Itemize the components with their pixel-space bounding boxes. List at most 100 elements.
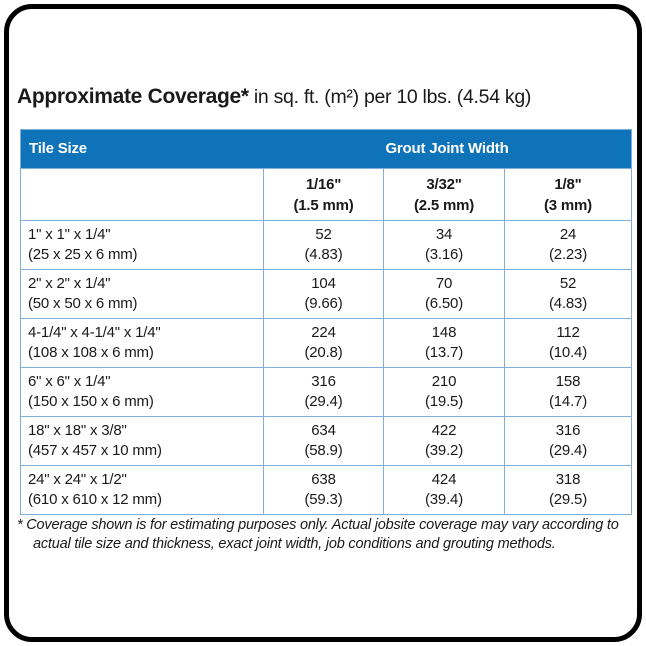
coverage-sqft: 148 <box>431 324 457 341</box>
coverage-sqm: (4.83) <box>304 246 343 263</box>
coverage-sqft: 158 <box>555 373 581 390</box>
tile-size: 18" x 18" x 3/8" <box>28 422 127 439</box>
coverage-cell: 422 (39.2) <box>383 417 504 465</box>
tile-size: 2" x 2" x 1/4" <box>28 275 111 292</box>
tile-size-cell: 1" x 1" x 1/4" (25 x 25 x 6 mm) <box>21 221 263 269</box>
coverage-sqm: (13.7) <box>425 344 463 361</box>
coverage-table: Tile Size Grout Joint Width 1/16" (1.5 m… <box>20 129 632 515</box>
coverage-sqm: (10.4) <box>549 344 587 361</box>
header-tile-size: Tile Size <box>21 130 263 168</box>
joint-width-label: 1/8" <box>554 175 582 193</box>
coverage-sqm: (20.8) <box>304 344 343 361</box>
coverage-sqm: (2.23) <box>549 246 587 263</box>
coverage-cell: 104 (9.66) <box>263 270 383 318</box>
coverage-cell: 24 (2.23) <box>504 221 631 269</box>
card-border <box>4 4 642 642</box>
tile-size-metric: (150 x 150 x 6 mm) <box>28 393 154 410</box>
table-row: 24" x 24" x 1/2" (610 x 610 x 12 mm) 638… <box>21 465 631 514</box>
coverage-sqm: (6.50) <box>425 295 463 312</box>
tile-size-metric: (610 x 610 x 12 mm) <box>28 491 162 508</box>
coverage-cell: 224 (20.8) <box>263 319 383 367</box>
tile-size-metric: (50 x 50 x 6 mm) <box>28 295 138 312</box>
coverage-sqft: 34 <box>435 226 453 243</box>
joint-width-metric: (3 mm) <box>544 196 592 214</box>
tile-size: 6" x 6" x 1/4" <box>28 373 111 390</box>
table-row: 2" x 2" x 1/4" (50 x 50 x 6 mm) 104 (9.6… <box>21 269 631 318</box>
coverage-sqm: (39.4) <box>425 491 463 508</box>
column-header-1-8: 1/8" (3 mm) <box>504 169 631 220</box>
coverage-sqm: (29.4) <box>304 393 343 410</box>
tile-size-metric: (25 x 25 x 6 mm) <box>28 246 138 263</box>
coverage-sqft: 422 <box>431 422 457 439</box>
column-header-3-32: 3/32" (2.5 mm) <box>383 169 504 220</box>
joint-width-metric: (1.5 mm) <box>293 196 354 214</box>
footnote: * Coverage shown is for estimating purpo… <box>17 517 619 552</box>
coverage-sqm: (9.66) <box>304 295 343 312</box>
coverage-cell: 634 (58.9) <box>263 417 383 465</box>
tile-size-cell: 18" x 18" x 3/8" (457 x 457 x 10 mm) <box>21 417 263 465</box>
subheader-empty-cell <box>21 169 263 220</box>
header-tile-size-label: Tile Size <box>29 140 87 157</box>
coverage-sqft: 224 <box>311 324 336 341</box>
table-subheader-row: 1/16" (1.5 mm) 3/32" (2.5 mm) 1/8" (3 mm… <box>21 168 631 220</box>
coverage-cell: 34 (3.16) <box>383 221 504 269</box>
coverage-cell: 70 (6.50) <box>383 270 504 318</box>
coverage-sqft: 104 <box>311 275 336 292</box>
title-units: in sq. ft. (m²) per 10 lbs. (4.54 kg) <box>248 86 532 108</box>
coverage-cell: 316 (29.4) <box>504 417 631 465</box>
table-row: 4-1/4" x 4-1/4" x 1/4" (108 x 108 x 6 mm… <box>21 318 631 367</box>
coverage-cell: 52 (4.83) <box>504 270 631 318</box>
coverage-sqft: 52 <box>559 275 577 292</box>
table-row: 18" x 18" x 3/8" (457 x 457 x 10 mm) 634… <box>21 416 631 465</box>
title-bold: Approximate Coverage* <box>17 85 249 108</box>
tile-size-cell: 24" x 24" x 1/2" (610 x 610 x 12 mm) <box>21 466 263 514</box>
header-grout-joint-width: Grout Joint Width <box>263 130 631 168</box>
tile-size-metric: (457 x 457 x 10 mm) <box>28 442 162 459</box>
table-row: 1" x 1" x 1/4" (25 x 25 x 6 mm) 52 (4.83… <box>21 220 631 269</box>
coverage-sqm: (19.5) <box>425 393 463 410</box>
coverage-sqft: 638 <box>311 471 336 488</box>
tile-size-cell: 4-1/4" x 4-1/4" x 1/4" (108 x 108 x 6 mm… <box>21 319 263 367</box>
coverage-sqm: (4.83) <box>549 295 587 312</box>
coverage-sqft: 70 <box>435 275 453 292</box>
tile-size-cell: 6" x 6" x 1/4" (150 x 150 x 6 mm) <box>21 368 263 416</box>
coverage-sqm: (58.9) <box>304 442 343 459</box>
coverage-cell: 638 (59.3) <box>263 466 383 514</box>
coverage-sqft: 634 <box>311 422 336 439</box>
page-title: Approximate Coverage* in sq. ft. (m²) pe… <box>17 85 531 109</box>
coverage-sqm: (29.4) <box>549 442 587 459</box>
tile-size-metric: (108 x 108 x 6 mm) <box>28 344 154 361</box>
tile-size-cell: 2" x 2" x 1/4" (50 x 50 x 6 mm) <box>21 270 263 318</box>
coverage-cell: 158 (14.7) <box>504 368 631 416</box>
coverage-sqft: 24 <box>559 226 577 243</box>
tile-size: 24" x 24" x 1/2" <box>28 471 127 488</box>
joint-width-metric: (2.5 mm) <box>413 196 475 214</box>
coverage-sqm: (29.5) <box>549 491 587 508</box>
column-header-1-16: 1/16" (1.5 mm) <box>263 169 383 220</box>
table-row: 6" x 6" x 1/4" (150 x 150 x 6 mm) 316 (2… <box>21 367 631 416</box>
tile-size: 1" x 1" x 1/4" <box>28 226 111 243</box>
coverage-sqft: 112 <box>556 324 580 341</box>
joint-width-label: 1/16" <box>305 175 342 193</box>
coverage-sqm: (14.7) <box>549 393 587 410</box>
coverage-sqm: (3.16) <box>425 246 463 263</box>
coverage-cell: 316 (29.4) <box>263 368 383 416</box>
coverage-sqft: 318 <box>555 471 581 488</box>
tile-size: 4-1/4" x 4-1/4" x 1/4" <box>28 324 161 341</box>
coverage-sqm: (39.2) <box>425 442 463 459</box>
coverage-sqft: 424 <box>431 471 457 488</box>
coverage-cell: 112 (10.4) <box>504 319 631 367</box>
coverage-cell: 318 (29.5) <box>504 466 631 514</box>
coverage-cell: 210 (19.5) <box>383 368 504 416</box>
header-grout-joint-width-label: Grout Joint Width <box>385 140 509 157</box>
coverage-sqft: 316 <box>311 373 336 390</box>
coverage-sqft: 316 <box>555 422 581 439</box>
coverage-cell: 52 (4.83) <box>263 221 383 269</box>
coverage-sqft: 210 <box>431 373 457 390</box>
coverage-cell: 148 (13.7) <box>383 319 504 367</box>
coverage-sqft: 52 <box>315 226 332 243</box>
joint-width-label: 3/32" <box>426 175 462 193</box>
coverage-cell: 424 (39.4) <box>383 466 504 514</box>
table-header-row: Tile Size Grout Joint Width <box>21 130 631 168</box>
